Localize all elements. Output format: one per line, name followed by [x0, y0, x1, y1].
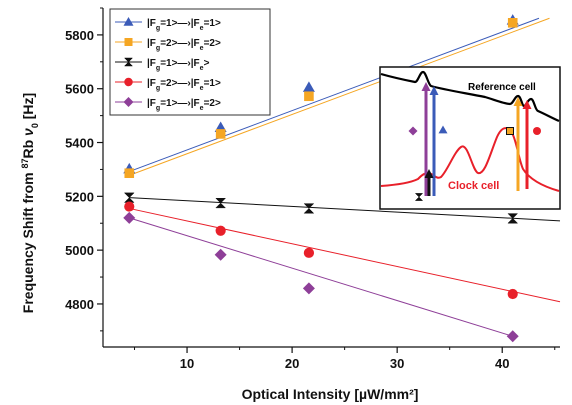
data-point-s5-p3	[302, 282, 315, 295]
data-point-s1-p3	[302, 81, 315, 92]
transition-symbol	[438, 125, 448, 134]
data-point-s5-p1	[123, 211, 136, 224]
inset-frame	[379, 66, 561, 210]
legend-label-part: |F	[147, 38, 156, 49]
data-point-s4-p3	[303, 247, 315, 258]
data-point-s2-p4	[507, 17, 518, 28]
data-point-s5-p4	[506, 330, 519, 343]
data-point-s2-p2	[215, 129, 226, 139]
data-point-s2-p1	[124, 168, 135, 178]
legend-label-part: =1>—›|F	[160, 58, 199, 69]
legend-label-part: g	[156, 25, 160, 32]
y-label-text-1: Frequency Shift from	[20, 169, 36, 314]
legend-marker	[124, 38, 133, 46]
x-tick-label: 10	[180, 356, 194, 371]
legend-marker	[123, 57, 134, 67]
fit-line-3	[129, 197, 561, 222]
y-label-isotope: 87	[20, 159, 30, 169]
transition-arrow-head	[429, 86, 439, 95]
data-point-s3-p1	[123, 192, 135, 203]
legend-marker	[124, 77, 133, 87]
transition-arrow-head	[513, 97, 523, 106]
y-tick-label: 5200	[65, 189, 94, 204]
fit-line-4	[129, 207, 561, 303]
legend-marker	[123, 97, 134, 107]
legend-label-part: g	[156, 105, 160, 112]
y-label-element: Rb	[20, 136, 36, 159]
legend-label-part: >	[204, 58, 210, 69]
transition-symbol	[506, 127, 514, 135]
legend-label-part: =2>	[204, 38, 221, 49]
axes: 10 20 30 40 4800 5000 5200 5400 5600 5800	[65, 7, 560, 371]
data-point-s2-p3	[304, 91, 314, 102]
data-point-s4-p2	[215, 225, 226, 236]
reference-cell-label: Reference cell	[468, 82, 536, 93]
data-point-s4-p4	[507, 288, 518, 300]
x-axis-label: Optical Intensity [µW/mm²]	[242, 386, 419, 402]
data-point-s5-p2	[214, 248, 227, 261]
x-tick-label: 20	[285, 356, 299, 371]
data-markers	[123, 14, 519, 343]
legend-label-part: e	[200, 65, 204, 72]
transition-arrow-head	[424, 169, 434, 178]
fit-lines	[129, 17, 561, 337]
legend-label-part: g	[156, 85, 160, 92]
x-tick-label: 30	[390, 356, 404, 371]
y-label-subscript: 0	[30, 123, 40, 128]
fit-line-2	[129, 17, 550, 176]
legend-label-part: |F	[147, 18, 156, 29]
legend-label: |Fg=2>—›|Fe=1>	[147, 78, 221, 92]
y-label-unit: [Hz]	[20, 93, 36, 123]
legend-label: |Fg=1>—›|Fe=2>	[147, 98, 221, 112]
y-axis-label: Frequency Shift from 87Rb ν0 [Hz]	[20, 93, 40, 313]
legend-label-part: e	[200, 25, 204, 32]
data-point-s3-p2	[215, 198, 227, 209]
reference-trace	[380, 70, 560, 123]
legend-label-part: =1>	[204, 18, 221, 29]
y-tick-label: 5800	[65, 28, 94, 43]
x-tick-label: 40	[495, 356, 509, 371]
legend-label: |Fg=1>—›|Fe>	[147, 58, 210, 72]
transition-arrow-head	[421, 82, 431, 91]
legend-marker	[123, 17, 134, 26]
transition-symbol	[408, 126, 418, 136]
legend-label-part: e	[200, 45, 204, 52]
y-label-nu: ν	[20, 128, 36, 136]
data-point-s3-p3	[303, 203, 315, 214]
legend-label-part: |F	[147, 58, 156, 69]
y-tick-label: 5000	[65, 243, 94, 258]
transition-symbol	[533, 127, 541, 135]
transition-arrow-head	[522, 100, 532, 109]
transition-symbol	[414, 193, 424, 201]
legend-label-part: g	[156, 45, 160, 52]
y-tick-label: 4800	[65, 297, 94, 312]
legend-label-part: =2>—›|F	[160, 78, 199, 89]
legend-label: |Fg=1>—›|Fe=1>	[147, 18, 221, 32]
legend-label-part: =1>—›|F	[160, 98, 199, 109]
inset-spectrum: Reference cell Clock cell	[379, 66, 561, 210]
legend-label-part: =2>	[204, 98, 221, 109]
legend-label-part: =1>—›|F	[160, 18, 199, 29]
legend-label-part: =1>	[204, 78, 221, 89]
legend-label-part: g	[156, 65, 160, 72]
legend-label-part: e	[200, 85, 204, 92]
data-point-s3-p4	[507, 213, 519, 224]
fit-line-5	[129, 217, 513, 337]
legend: |Fg=1>—›|Fe=1>|Fg=2>—›|Fe=2>|Fg=1>—›|Fe>…	[109, 8, 271, 116]
legend-label: |Fg=2>—›|Fe=2>	[147, 38, 221, 52]
y-tick-label: 5400	[65, 136, 94, 151]
y-tick-label: 5600	[65, 82, 94, 97]
legend-label-part: |F	[147, 98, 156, 109]
legend-label-part: e	[200, 105, 204, 112]
data-point-s4-p1	[124, 201, 135, 212]
legend-label-part: =2>—›|F	[160, 38, 199, 49]
clock-cell-label: Clock cell	[448, 180, 499, 192]
legend-label-part: |F	[147, 78, 156, 89]
fit-line-1	[129, 17, 540, 173]
